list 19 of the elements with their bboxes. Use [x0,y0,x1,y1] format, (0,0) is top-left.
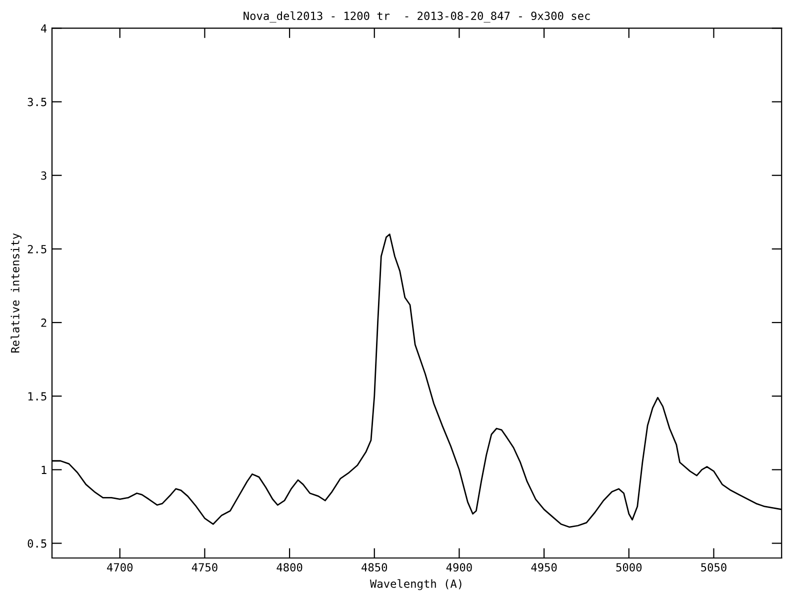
x-tick-label: 4800 [276,563,302,572]
chart-title: Nova_del2013 - 1200 tr - 2013-08-20_847 - 9x300 sec [244,11,590,22]
y-tick-label: 0.5 [28,539,46,548]
x-tick-label: 5050 [701,563,726,572]
x-tick-label: 4950 [531,563,557,572]
y-tick-label: 2 [41,318,46,327]
y-tick-label: 4 [41,24,47,32]
x-tick-label: 5000 [616,563,642,572]
y-tick-label: 3 [41,171,46,180]
x-tick-label: 4750 [192,563,218,572]
y-tick-label: 2.5 [28,244,46,254]
x-tick-label: 4850 [362,563,388,572]
y-tick-label: 1.5 [28,392,46,401]
y-tick-label: 1 [42,466,46,474]
x-tick-label: 4700 [107,563,133,572]
x-tick-label: 4900 [446,563,472,572]
y-axis-title: Relative intensity [10,233,22,353]
y-tick-label: 3.5 [28,98,46,106]
x-axis-title: Wavelength (A) [370,579,462,590]
